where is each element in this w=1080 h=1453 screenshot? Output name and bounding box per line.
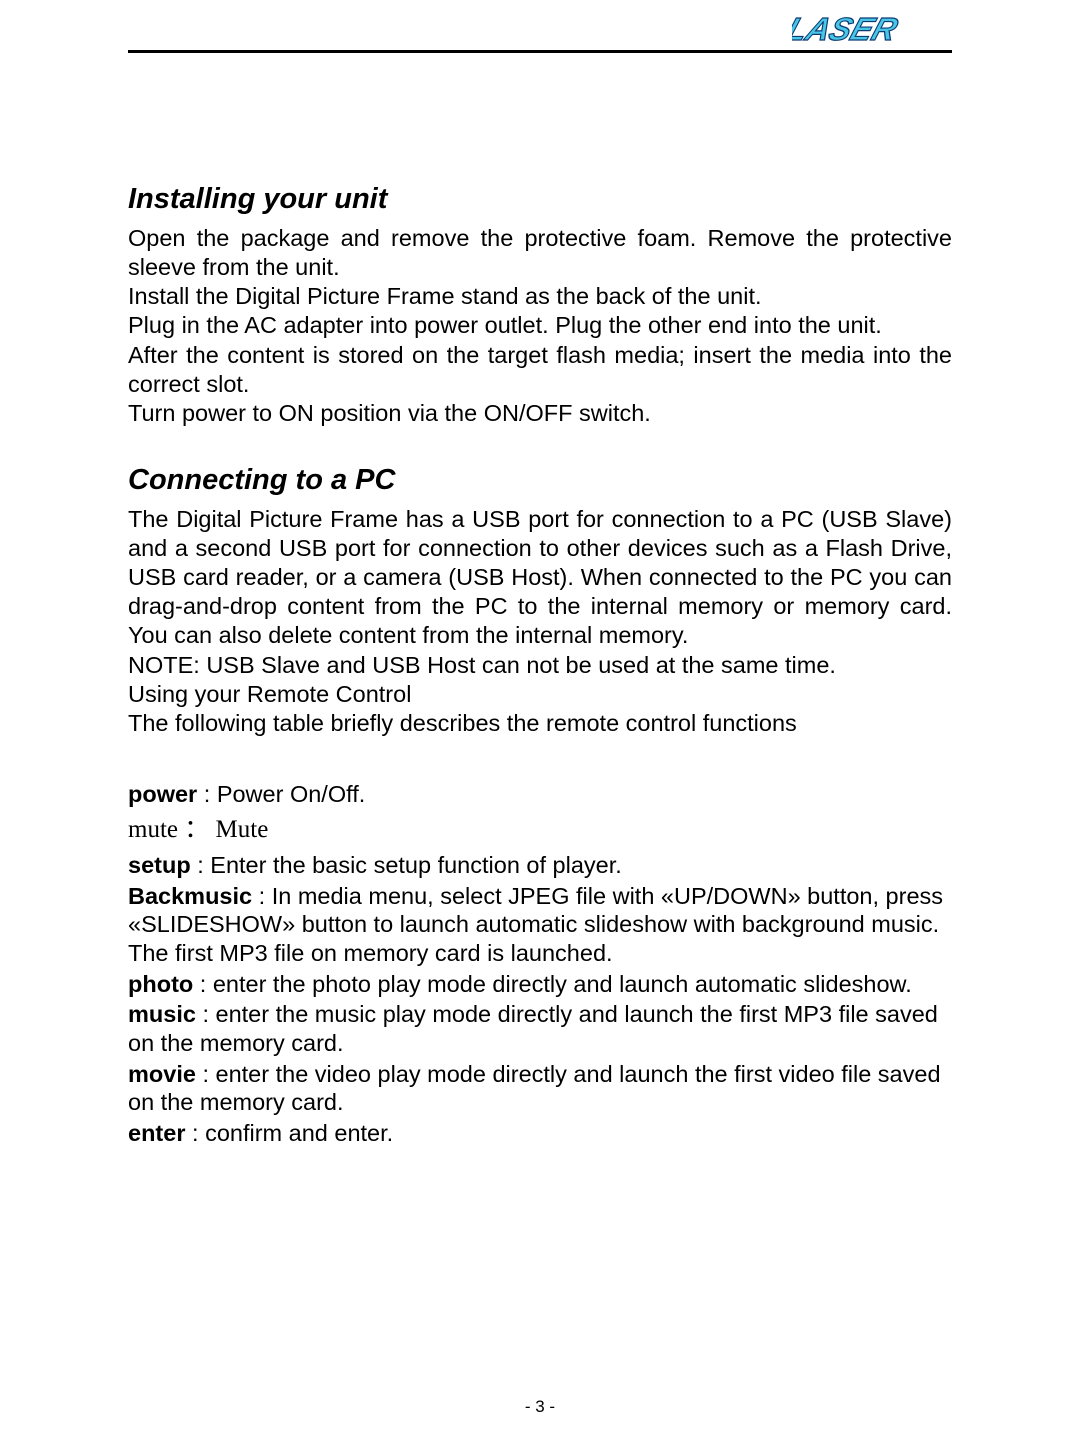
installing-p2: Install the Digital Picture Frame stand … <box>128 282 952 311</box>
func-mute-sep: ： <box>178 816 216 843</box>
func-power-desc: Power On/Off. <box>217 781 365 807</box>
heading-installing: Installing your unit <box>128 183 952 216</box>
section-connecting: Connecting to a PC The Digital Picture F… <box>128 464 952 738</box>
func-backmusic-label: Backmusic <box>128 883 252 909</box>
func-mute: mute ： Mute <box>128 815 952 846</box>
page-header: LASER <box>128 10 952 53</box>
func-mute-desc: Mute <box>216 816 269 843</box>
func-photo-desc: enter the photo play mode directly and l… <box>213 971 912 997</box>
func-backmusic-sep: : <box>252 883 272 909</box>
func-enter: enter : confirm and enter. <box>128 1119 952 1148</box>
installing-p4: After the content is stored on the targe… <box>128 341 952 399</box>
section-installing: Installing your unit Open the package an… <box>128 183 952 428</box>
func-movie: movie : enter the video play mode direct… <box>128 1060 952 1117</box>
remote-functions-list: power : Power On/Off. mute ： Mute setup … <box>128 780 952 1148</box>
func-backmusic: Backmusic : In media menu, select JPEG f… <box>128 882 952 968</box>
func-photo-sep: : <box>193 971 213 997</box>
func-movie-desc: enter the video play mode directly and l… <box>128 1061 941 1116</box>
func-mute-label: mute <box>128 816 178 843</box>
installing-p3: Plug in the AC adapter into power outlet… <box>128 311 952 340</box>
func-music-label: music <box>128 1001 196 1027</box>
func-setup-desc: Enter the basic setup function of player… <box>210 852 622 878</box>
func-movie-sep: : <box>196 1061 216 1087</box>
page-number: - 3 - <box>0 1397 1080 1417</box>
func-power-sep: : <box>197 781 217 807</box>
func-power-label: power <box>128 781 197 807</box>
func-setup-sep: : <box>191 852 211 878</box>
func-music: music : enter the music play mode direct… <box>128 1000 952 1057</box>
connecting-p3: Using your Remote Control <box>128 680 952 709</box>
installing-p1: Open the package and remove the protecti… <box>128 224 952 282</box>
connecting-p2: NOTE: USB Slave and USB Host can not be … <box>128 651 952 680</box>
logo-text: LASER <box>792 11 902 46</box>
connecting-p4: The following table briefly describes th… <box>128 709 952 738</box>
heading-connecting: Connecting to a PC <box>128 464 952 497</box>
func-photo: photo : enter the photo play mode direct… <box>128 970 952 999</box>
connecting-p1: The Digital Picture Frame has a USB port… <box>128 505 952 651</box>
func-movie-label: movie <box>128 1061 196 1087</box>
func-power: power : Power On/Off. <box>128 780 952 809</box>
func-enter-label: enter <box>128 1120 185 1146</box>
func-music-sep: : <box>196 1001 216 1027</box>
func-photo-label: photo <box>128 971 193 997</box>
func-enter-sep: : <box>185 1120 205 1146</box>
func-setup: setup : Enter the basic setup function o… <box>128 851 952 880</box>
func-enter-desc: confirm and enter. <box>205 1120 393 1146</box>
page-container: LASER Installing your unit Open the pack… <box>0 0 1080 1148</box>
func-setup-label: setup <box>128 852 191 878</box>
laser-logo: LASER <box>792 10 952 46</box>
func-music-desc: enter the music play mode directly and l… <box>128 1001 938 1056</box>
installing-p5: Turn power to ON position via the ON/OFF… <box>128 399 952 428</box>
